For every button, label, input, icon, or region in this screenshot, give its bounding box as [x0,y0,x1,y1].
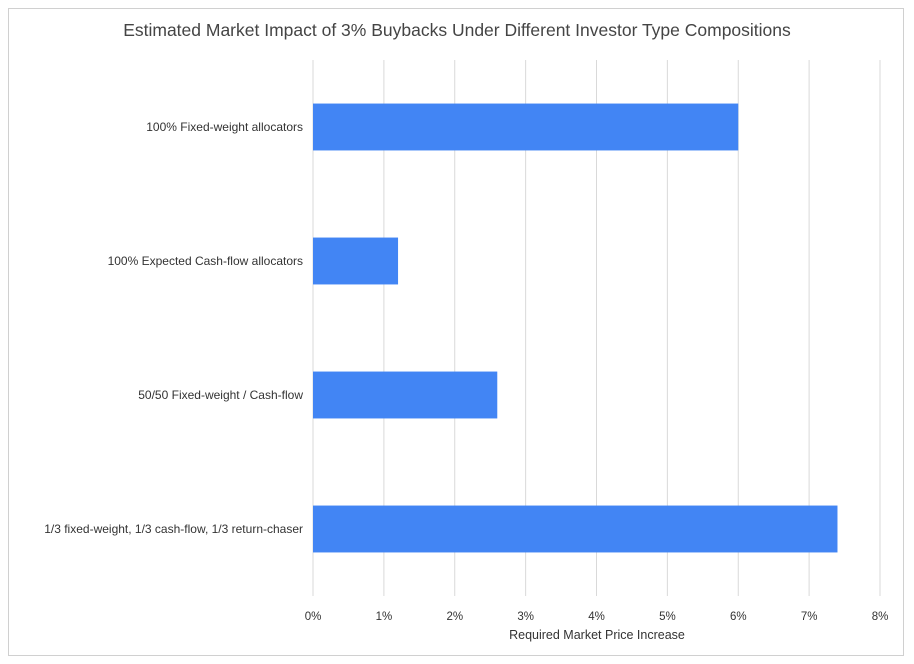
x-tick-label: 0% [305,611,322,623]
category-label: 1/3 fixed-weight, 1/3 cash-flow, 1/3 ret… [44,522,303,536]
x-tick-label: 1% [376,611,393,623]
x-tick-label: 3% [517,611,534,623]
bar [313,505,838,553]
x-tick-label: 4% [588,611,605,623]
x-tick-label: 6% [730,611,747,623]
x-tick-label: 2% [446,611,463,623]
x-tick-label: 8% [872,611,889,623]
x-axis-title: Required Market Price Increase [509,628,685,642]
chart-title: Estimated Market Impact of 3% Buybacks U… [123,20,791,40]
bar [313,237,399,285]
category-label: 100% Fixed-weight allocators [146,120,303,134]
category-label: 50/50 Fixed-weight / Cash-flow [138,388,303,402]
category-labels: 100% Fixed-weight allocators 100% Expecte… [44,120,303,536]
category-label: 100% Expected Cash-flow allocators [108,254,303,268]
bar [313,371,498,419]
x-tick-labels: 0% 1% 2% 3% 4% 5% 6% 7% 8% [305,611,889,623]
x-tick-label: 7% [801,611,818,623]
bar [313,103,739,151]
x-tick-label: 5% [659,611,676,623]
bars [313,103,838,553]
